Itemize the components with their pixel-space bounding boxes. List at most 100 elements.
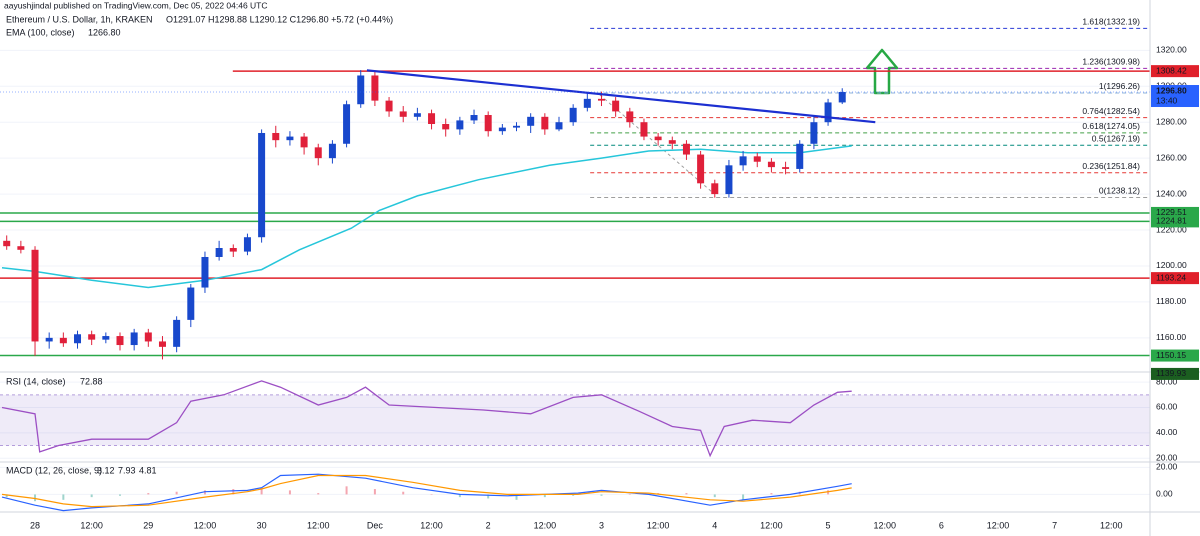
candle-body	[17, 246, 25, 250]
candle-body	[3, 240, 11, 247]
candle-body	[399, 111, 407, 117]
y-tick-label: 1260.00	[1156, 152, 1187, 162]
candle-body	[583, 98, 591, 108]
candle-body	[739, 156, 747, 166]
x-tick-label: 3	[599, 520, 604, 530]
candle-body	[654, 136, 662, 141]
candle-body	[45, 337, 53, 342]
candle-body	[229, 248, 237, 252]
level-label-box	[1151, 367, 1199, 380]
candle-body	[527, 116, 535, 126]
level-label: 1308.42	[1156, 65, 1187, 75]
macd-hist-value: 3.12	[97, 465, 115, 475]
histogram-bar	[543, 494, 546, 498]
rsi-line	[1, 380, 852, 458]
candle-body	[173, 319, 181, 347]
candle-body	[796, 143, 804, 169]
x-tick-label: 7	[1052, 520, 1057, 530]
chart-title: Ethereum / U.S. Dollar, 1h, KRAKEN	[6, 14, 153, 24]
candle-body	[782, 167, 790, 169]
candle-body	[116, 336, 124, 346]
candle-body	[838, 92, 846, 103]
x-tick-label: 28	[30, 520, 40, 530]
histogram-bar	[5, 494, 8, 498]
histogram-bar	[147, 493, 150, 495]
y-tick-label: 40.00	[1156, 427, 1178, 437]
x-tick-label: 12:00	[760, 520, 783, 530]
candle-body	[498, 127, 506, 132]
candle-body	[725, 165, 733, 195]
histogram-bar	[34, 494, 37, 502]
candle-body	[513, 125, 521, 128]
x-tick-label: 12:00	[534, 520, 557, 530]
level-label: 1193.24	[1156, 272, 1186, 282]
level-label-box	[1151, 272, 1199, 285]
x-tick-label: 2	[486, 520, 491, 530]
candle-body	[357, 75, 365, 105]
candle-body	[470, 115, 478, 121]
y-tick-label: 60.00	[1156, 402, 1178, 412]
candle-body	[371, 75, 379, 101]
ema-value: 1266.80	[88, 27, 121, 37]
histogram-bar	[628, 494, 631, 495]
fib-label: 1.236(1309.98)	[1082, 57, 1140, 67]
candle-body	[767, 161, 775, 168]
candle-body	[343, 104, 351, 144]
x-tick-label: 5	[826, 520, 831, 530]
candle-body	[328, 143, 336, 159]
candle-body	[201, 256, 209, 288]
x-tick-label: 12:00	[194, 520, 217, 530]
last-price-time: 13:40	[1156, 95, 1178, 105]
x-tick-label: 12:00	[873, 520, 896, 530]
candle-body	[569, 107, 577, 123]
candle-body	[31, 249, 39, 342]
y-tick-label: 1200.00	[1156, 260, 1187, 270]
histogram-bar	[62, 494, 65, 500]
candle-body	[442, 124, 450, 130]
plot-layer	[0, 27, 1150, 512]
histogram-bar	[345, 486, 348, 495]
candle-body	[413, 113, 421, 117]
candle-body	[456, 120, 464, 130]
y-tick-label: 80.00	[1156, 376, 1178, 386]
level-label-box	[1151, 65, 1199, 78]
rsi-title: RSI (14, close)	[6, 376, 66, 386]
histogram-bar	[317, 493, 320, 495]
candle-body	[824, 102, 832, 123]
fib-label: 0.5(1267.19)	[1092, 133, 1140, 143]
x-tick-label: Dec	[367, 520, 384, 530]
candle-body	[243, 237, 251, 252]
level-label: 1224.81	[1156, 216, 1187, 226]
candle-body	[711, 183, 719, 195]
rsi-value: 72.88	[80, 376, 103, 386]
y-tick-label: 1320.00	[1156, 45, 1187, 55]
macd-title: MACD (12, 26, close, 9)	[6, 465, 102, 475]
histogram-bar	[288, 490, 291, 495]
candle-body	[300, 136, 308, 148]
histogram-bar	[572, 494, 575, 496]
histogram-bar	[515, 494, 518, 500]
signal-value: 4.81	[139, 465, 157, 475]
level-label-box	[1151, 349, 1199, 362]
histogram-bar	[402, 491, 405, 495]
histogram-bar	[232, 489, 235, 495]
y-tick-label: 1220.00	[1156, 224, 1187, 234]
histogram-bar	[260, 487, 263, 495]
level-label: 1150.15	[1156, 350, 1186, 360]
fib-label: 1(1296.26)	[1099, 81, 1140, 91]
histogram-bar	[685, 493, 688, 495]
candle-body	[385, 100, 393, 112]
candle-body	[272, 132, 280, 141]
macd-value: 7.93	[118, 465, 136, 475]
candle-body	[74, 334, 82, 344]
histogram-bar	[487, 494, 490, 499]
candle-body	[541, 116, 549, 130]
candle-body	[428, 113, 436, 124]
last-price-box	[1151, 85, 1199, 108]
rsi-band	[0, 394, 1150, 446]
candle-body	[682, 143, 690, 155]
x-tick-label: 6	[939, 520, 944, 530]
